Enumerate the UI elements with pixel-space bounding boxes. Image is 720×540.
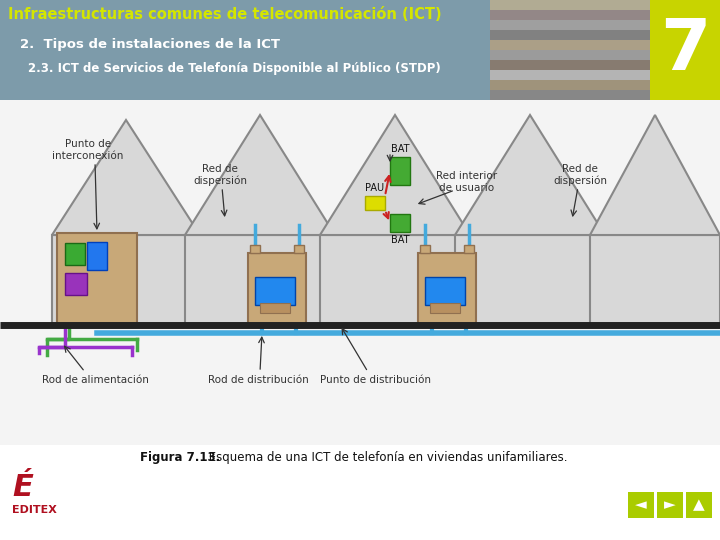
Bar xyxy=(490,90,650,100)
Text: 7: 7 xyxy=(660,16,710,84)
Bar xyxy=(490,10,650,20)
Bar xyxy=(390,214,410,232)
Bar xyxy=(65,273,87,295)
Text: Red de
dispersión: Red de dispersión xyxy=(553,164,607,186)
Polygon shape xyxy=(185,235,335,325)
Text: É: É xyxy=(12,474,33,503)
Bar xyxy=(490,80,650,90)
Polygon shape xyxy=(52,120,200,235)
Bar xyxy=(390,157,410,185)
Bar xyxy=(425,277,465,305)
Bar xyxy=(490,20,650,30)
Text: BAT: BAT xyxy=(391,144,409,154)
Polygon shape xyxy=(455,235,605,325)
Bar xyxy=(686,492,712,518)
Text: Rod de alimentación: Rod de alimentación xyxy=(42,375,148,385)
Text: PAU: PAU xyxy=(366,183,384,193)
Bar xyxy=(628,492,654,518)
Text: ►: ► xyxy=(664,497,676,512)
Bar xyxy=(490,50,650,60)
Bar xyxy=(464,245,474,253)
Bar xyxy=(490,30,650,40)
Text: Esquema de una ICT de telefonía en viviendas unifamiliares.: Esquema de una ICT de telefonía en vivie… xyxy=(205,451,567,464)
Bar xyxy=(657,492,683,518)
Text: Red interior
de usuario: Red interior de usuario xyxy=(436,171,498,193)
Bar xyxy=(250,245,260,253)
Bar xyxy=(490,60,650,70)
Text: 2.  Tipos de instalaciones de la ICT: 2. Tipos de instalaciones de la ICT xyxy=(20,38,280,51)
Polygon shape xyxy=(455,115,605,235)
Text: 2.3. ICT de Servicios de Telefonía Disponible al Público (STDP): 2.3. ICT de Servicios de Telefonía Dispo… xyxy=(28,62,441,75)
Bar xyxy=(0,445,720,540)
Polygon shape xyxy=(320,115,470,235)
Polygon shape xyxy=(185,115,335,235)
Text: ▲: ▲ xyxy=(693,497,705,512)
Bar xyxy=(365,196,385,210)
Text: ◄: ◄ xyxy=(635,497,647,512)
Bar xyxy=(490,40,650,50)
Text: Infraestructuras comunes de telecomunicación (ICT): Infraestructuras comunes de telecomunica… xyxy=(8,7,441,22)
Polygon shape xyxy=(52,235,200,325)
Bar xyxy=(420,245,430,253)
Bar xyxy=(430,303,460,313)
Bar xyxy=(255,277,295,305)
Text: BAT: BAT xyxy=(391,235,409,245)
Polygon shape xyxy=(590,115,720,235)
Bar xyxy=(248,253,306,325)
Bar xyxy=(57,233,137,325)
Bar xyxy=(294,245,304,253)
Polygon shape xyxy=(590,235,720,325)
Text: Rod de distribución: Rod de distribución xyxy=(207,375,308,385)
Bar xyxy=(418,253,476,325)
Text: EDITEX: EDITEX xyxy=(12,505,57,515)
Bar xyxy=(65,243,85,265)
Text: Punto de distribución: Punto de distribución xyxy=(320,375,431,385)
Polygon shape xyxy=(320,235,470,325)
Bar xyxy=(490,0,650,10)
Text: Figura 7.13.: Figura 7.13. xyxy=(140,451,220,464)
Bar xyxy=(650,0,720,100)
Bar xyxy=(260,303,290,313)
Bar xyxy=(490,70,650,80)
Bar xyxy=(490,0,650,100)
Bar xyxy=(87,242,107,270)
Text: Red de
dispersión: Red de dispersión xyxy=(193,164,247,186)
Bar xyxy=(0,0,720,100)
Text: Punto de
interconexión: Punto de interconexión xyxy=(53,139,124,161)
Bar xyxy=(0,100,720,445)
